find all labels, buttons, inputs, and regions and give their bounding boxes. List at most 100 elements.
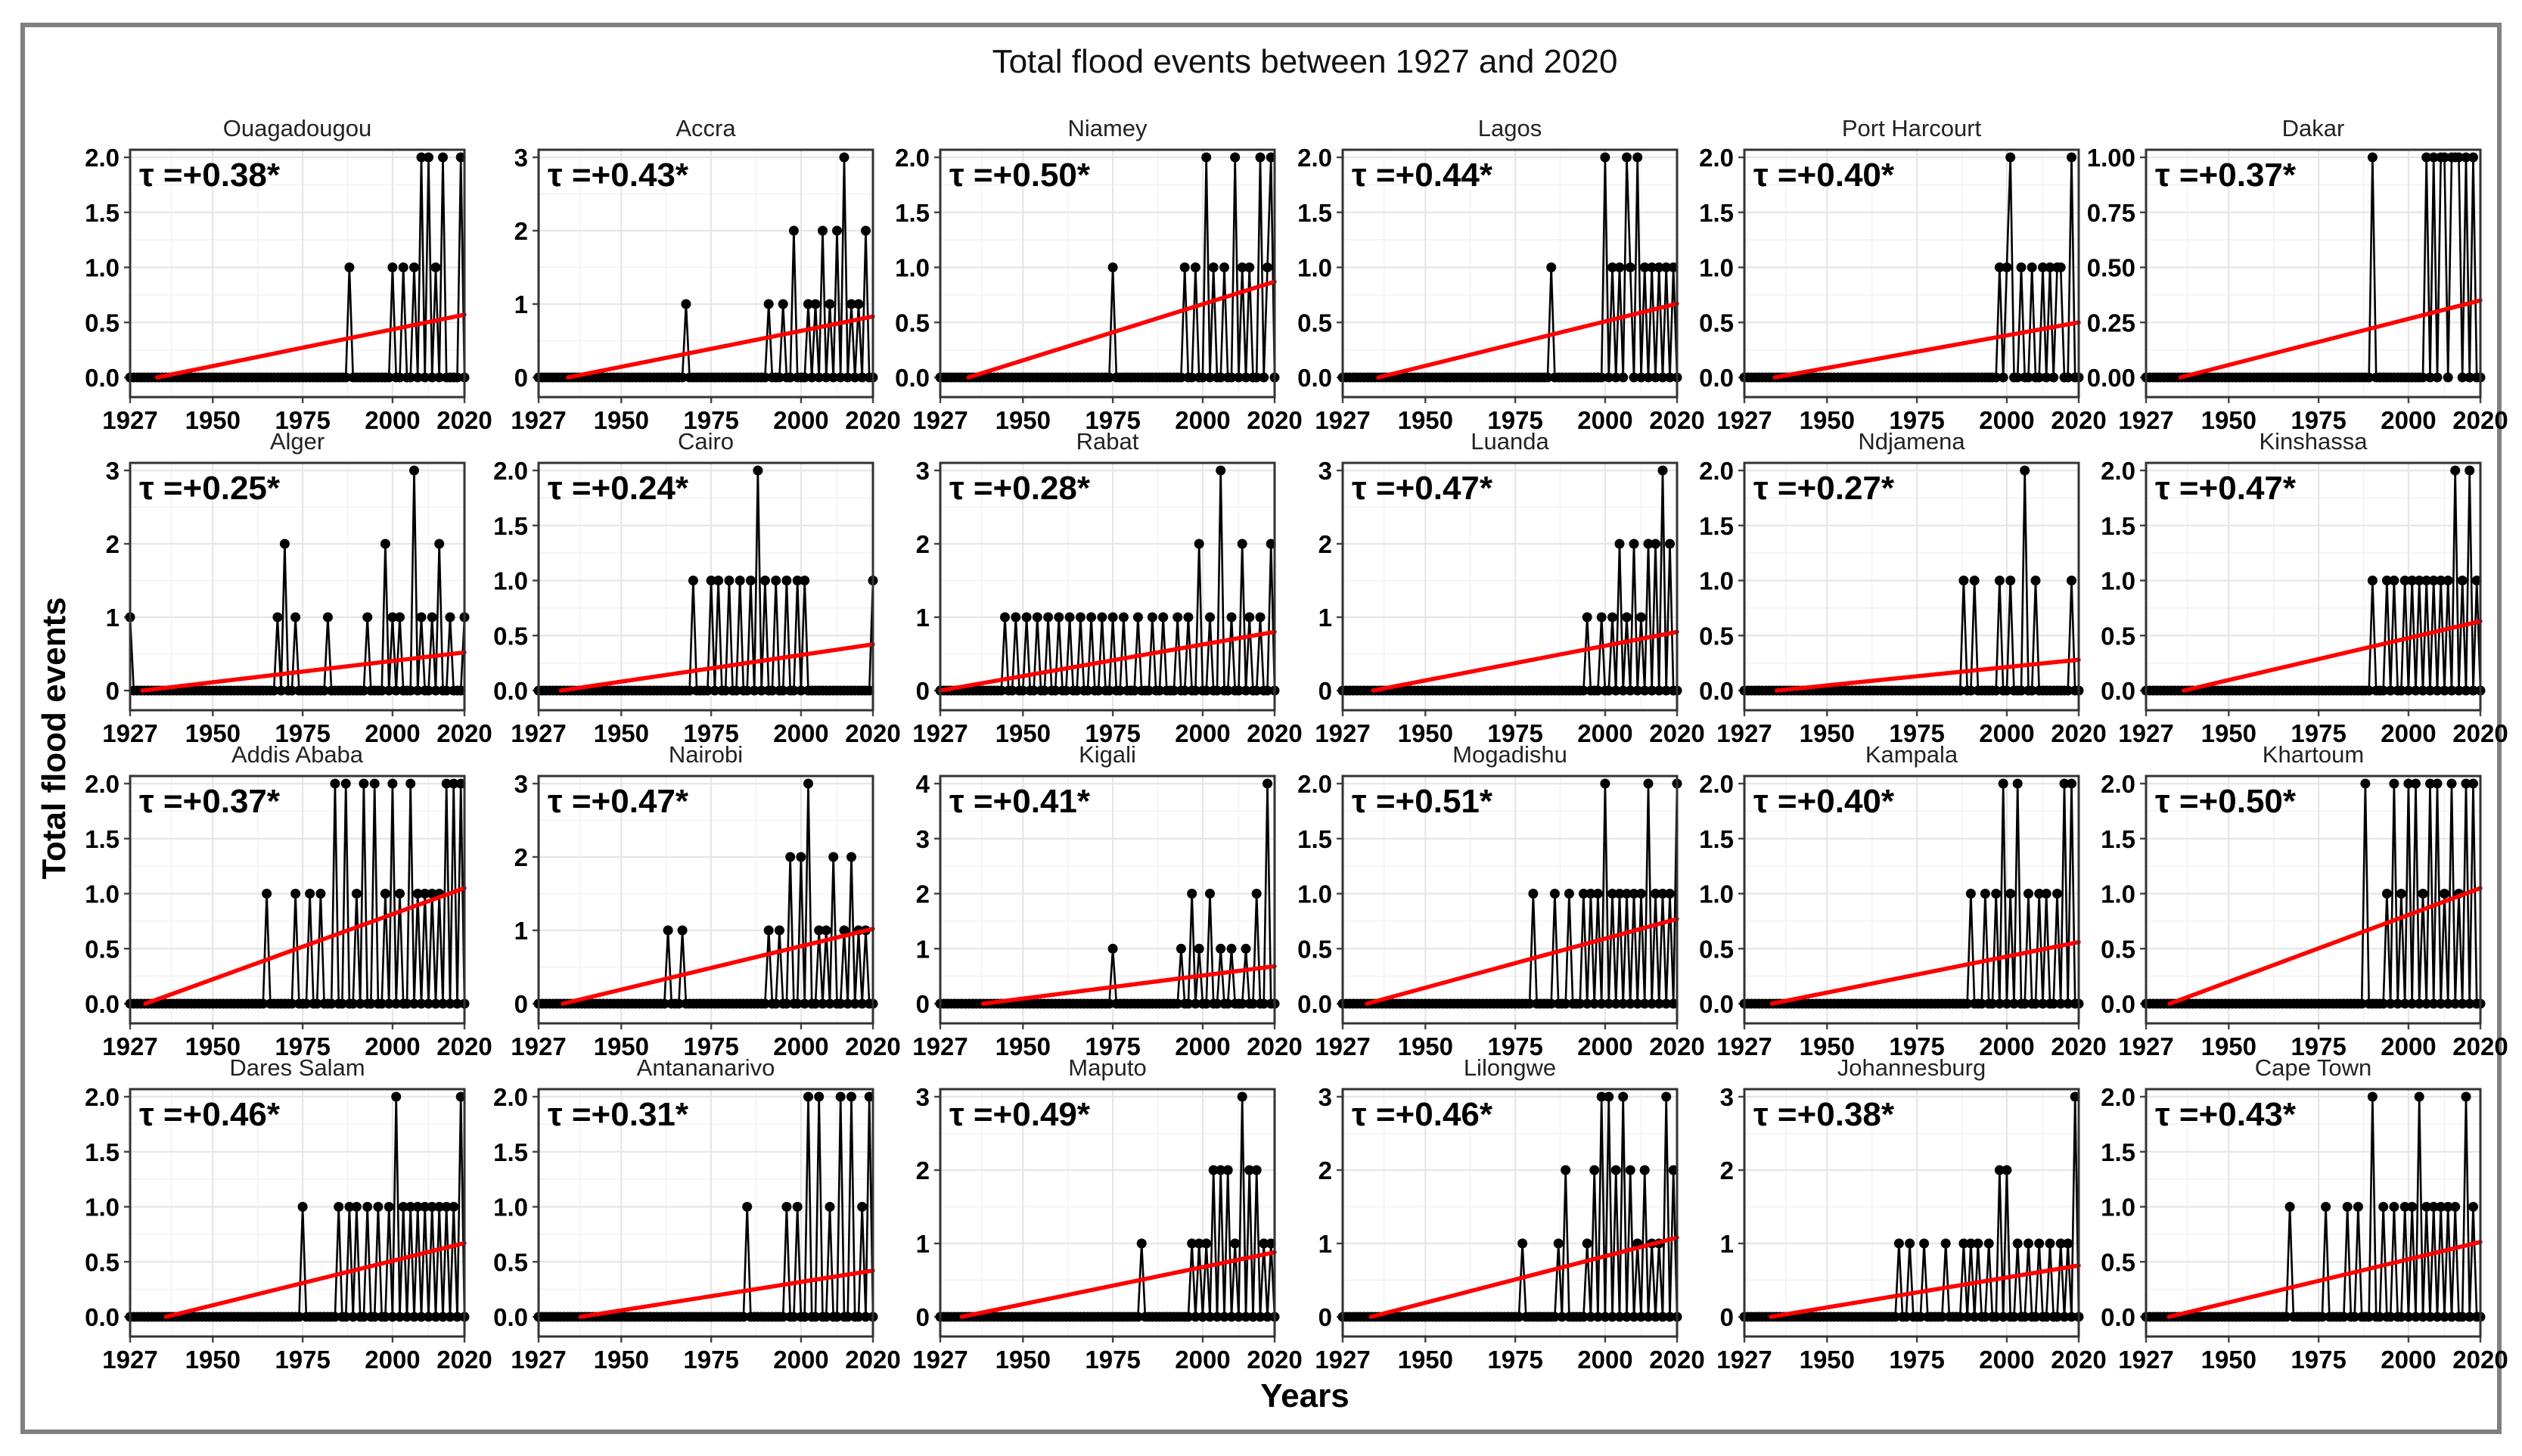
data-point — [1107, 262, 1118, 272]
panel-title: Nairobi — [669, 741, 743, 768]
data-point — [2048, 998, 2059, 1009]
data-point — [2356, 998, 2367, 1009]
data-point — [2414, 576, 2424, 585]
data-point — [1190, 998, 1200, 1009]
data-point — [843, 372, 853, 383]
panel-title: Rabat — [1076, 428, 1139, 455]
x-tick-label: 1927 — [1716, 406, 1772, 434]
data-point — [778, 299, 788, 309]
x-tick-label: 2020 — [436, 719, 492, 747]
x-tick-label: 2020 — [2051, 1032, 2106, 1060]
data-point — [301, 998, 312, 1009]
data-point — [1266, 1238, 1276, 1249]
data-point — [355, 998, 365, 1009]
data-point — [2443, 1202, 2453, 1212]
trend-line — [959, 1250, 1277, 1319]
y-tick-label: 2 — [916, 530, 930, 558]
x-tick-label: 1927 — [1716, 719, 1772, 747]
data-point — [2425, 1312, 2435, 1322]
data-point — [1190, 262, 1200, 272]
data-point — [2005, 576, 2016, 585]
data-point — [269, 685, 279, 696]
y-tick-label: 3 — [1720, 1083, 1734, 1111]
data-point — [1610, 1165, 1621, 1175]
y-tick-label: 2.0 — [1699, 144, 1734, 172]
x-tick-label: 1927 — [912, 719, 967, 747]
data-point — [1104, 685, 1114, 696]
y-tick-label: 0 — [1318, 1303, 1332, 1331]
data-point — [1600, 778, 1610, 789]
data-point — [1219, 1312, 1229, 1322]
data-point — [759, 998, 770, 1009]
data-point — [2389, 576, 2399, 585]
data-point — [1651, 1312, 1660, 1322]
data-point — [1201, 685, 1212, 696]
data-point — [2052, 889, 2062, 899]
panel-title: Luanda — [1471, 428, 1549, 455]
data-point — [1212, 685, 1222, 696]
data-point — [441, 778, 452, 789]
data-point — [853, 299, 864, 309]
data-point — [2020, 1312, 2030, 1322]
x-tick-label: 1975 — [2291, 1032, 2346, 1060]
x-tick-label: 1927 — [2118, 406, 2173, 434]
x-tick-label: 1950 — [1800, 1346, 1855, 1374]
trend-line — [2182, 619, 2483, 693]
data-point — [1632, 685, 1643, 696]
y-tick-label: 1.5 — [1297, 199, 1332, 227]
tau-annotation: τ =+0.51* — [1352, 783, 1493, 820]
x-axis-title: Years — [1260, 1377, 1349, 1414]
data-point — [2446, 685, 2457, 696]
data-point — [1901, 1312, 1912, 1322]
data-point — [416, 998, 427, 1009]
data-point — [416, 612, 427, 622]
data-point — [449, 778, 459, 789]
data-point — [1011, 612, 1021, 622]
data-point — [843, 998, 853, 1009]
y-tick-label: 0.5 — [895, 309, 930, 337]
x-tick-label: 1927 — [2118, 1346, 2173, 1374]
y-tick-label: 0.0 — [1699, 364, 1734, 392]
y-tick-label: 0.5 — [1297, 309, 1332, 337]
data-point — [821, 1312, 831, 1322]
data-point — [391, 998, 402, 1009]
data-point — [861, 1312, 871, 1322]
panel-background — [2146, 1089, 2480, 1336]
x-tick-label: 2000 — [2381, 1346, 2436, 1374]
panel: Dares Salam 1927 1950 1975 2000 2020 0.0 0.5 1.0… — [85, 1054, 492, 1374]
y-tick-label: 0.5 — [85, 935, 120, 963]
data-point — [452, 1312, 462, 1322]
x-tick-label: 1975 — [1085, 719, 1140, 747]
panel-background — [940, 150, 1275, 397]
data-point — [326, 998, 337, 1009]
data-point — [2425, 372, 2435, 383]
data-point — [387, 778, 398, 789]
data-point — [849, 372, 860, 383]
data-point — [1205, 889, 1215, 899]
x-tick-label: 1950 — [1398, 719, 1453, 747]
data-point — [441, 685, 452, 696]
data-point — [1237, 262, 1247, 272]
data-point — [2393, 998, 2403, 1009]
data-point — [2041, 372, 2051, 383]
data-point — [2067, 576, 2076, 585]
y-tick-label: 2.0 — [895, 144, 930, 172]
data-point — [1578, 685, 1589, 696]
data-point — [735, 576, 745, 585]
data-point — [756, 685, 767, 696]
data-point — [1610, 998, 1621, 1009]
x-tick-label: 1927 — [1315, 1346, 1370, 1374]
data-point — [1643, 539, 1654, 549]
data-point — [305, 889, 315, 899]
data-point — [412, 685, 423, 696]
data-point — [1958, 1238, 1969, 1249]
tau-annotation: τ =+0.46* — [139, 1096, 281, 1133]
trend-line — [1775, 657, 2081, 693]
data-point — [738, 1312, 749, 1322]
data-point — [1553, 1238, 1564, 1249]
x-tick-label: 1927 — [102, 1032, 157, 1060]
data-point — [1230, 152, 1241, 163]
data-point — [2381, 576, 2392, 585]
panel-background — [130, 150, 464, 397]
data-point — [825, 299, 835, 309]
